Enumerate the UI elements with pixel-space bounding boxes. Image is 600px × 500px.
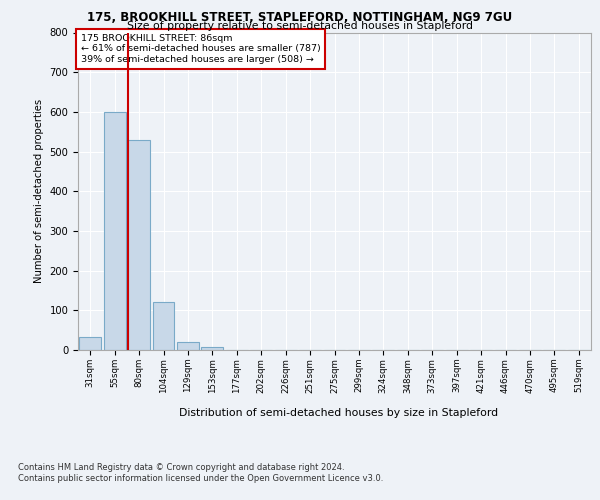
Bar: [79, 338, 101, 350]
Bar: [202, 347, 223, 350]
Bar: [177, 342, 199, 350]
Bar: [152, 302, 175, 350]
Bar: [104, 112, 125, 350]
Text: 175 BROOKHILL STREET: 86sqm
← 61% of semi-detached houses are smaller (787)
39% : 175 BROOKHILL STREET: 86sqm ← 61% of sem…: [80, 34, 320, 64]
Y-axis label: Number of semi-detached properties: Number of semi-detached properties: [34, 99, 44, 284]
Text: Contains HM Land Registry data © Crown copyright and database right 2024.: Contains HM Land Registry data © Crown c…: [18, 462, 344, 471]
Text: 175, BROOKHILL STREET, STAPLEFORD, NOTTINGHAM, NG9 7GU: 175, BROOKHILL STREET, STAPLEFORD, NOTTI…: [88, 11, 512, 24]
Text: Size of property relative to semi-detached houses in Stapleford: Size of property relative to semi-detach…: [127, 21, 473, 31]
Text: Distribution of semi-detached houses by size in Stapleford: Distribution of semi-detached houses by …: [179, 408, 499, 418]
Text: Contains public sector information licensed under the Open Government Licence v3: Contains public sector information licen…: [18, 474, 383, 483]
Bar: [128, 140, 150, 350]
